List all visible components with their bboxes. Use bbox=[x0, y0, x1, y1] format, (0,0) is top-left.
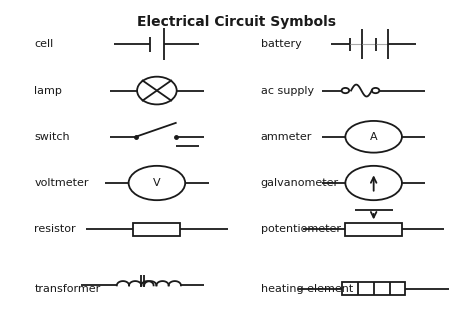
Text: battery: battery bbox=[261, 39, 301, 49]
Text: A: A bbox=[370, 132, 377, 142]
Text: transformer: transformer bbox=[35, 284, 100, 294]
Text: ammeter: ammeter bbox=[261, 132, 312, 142]
Text: galvanometer: galvanometer bbox=[261, 178, 339, 188]
Bar bbox=[133, 223, 181, 235]
Bar bbox=[346, 223, 402, 235]
Text: Electrical Circuit Symbols: Electrical Circuit Symbols bbox=[137, 15, 337, 29]
Bar bbox=[342, 282, 405, 295]
Text: ac supply: ac supply bbox=[261, 86, 314, 96]
Text: heating element: heating element bbox=[261, 284, 353, 294]
Text: lamp: lamp bbox=[35, 86, 62, 96]
Text: resistor: resistor bbox=[35, 224, 76, 234]
Text: cell: cell bbox=[35, 39, 54, 49]
Text: switch: switch bbox=[35, 132, 70, 142]
Text: potentiometer: potentiometer bbox=[261, 224, 340, 234]
Text: V: V bbox=[153, 178, 161, 188]
Text: voltmeter: voltmeter bbox=[35, 178, 89, 188]
